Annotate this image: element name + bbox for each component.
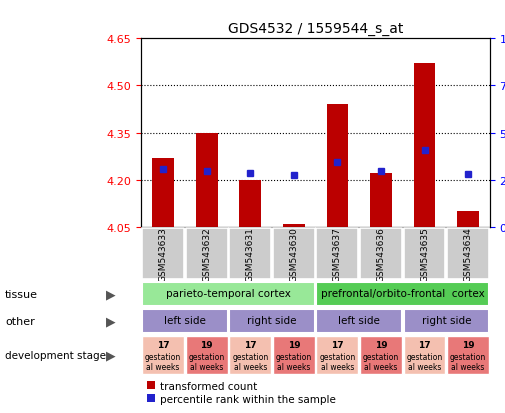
Text: GSM543632: GSM543632: [202, 227, 211, 281]
Text: al weeks: al weeks: [321, 362, 354, 371]
Text: al weeks: al weeks: [277, 362, 311, 371]
Text: other: other: [5, 316, 35, 326]
Bar: [186, 336, 228, 375]
Text: 17: 17: [244, 340, 257, 349]
Text: 19: 19: [462, 340, 474, 349]
Legend: transformed count, percentile rank within the sample: transformed count, percentile rank withi…: [146, 381, 336, 404]
Bar: [229, 336, 271, 375]
Text: left side: left side: [338, 316, 380, 325]
Text: al weeks: al weeks: [408, 362, 441, 371]
Text: GSM543636: GSM543636: [376, 227, 385, 281]
Bar: [229, 228, 271, 280]
Text: al weeks: al weeks: [146, 362, 180, 371]
Text: 17: 17: [418, 340, 431, 349]
Bar: [186, 228, 228, 280]
Bar: [239, 180, 261, 227]
Bar: [317, 228, 359, 280]
Text: gestation: gestation: [188, 352, 225, 361]
Bar: [403, 336, 445, 375]
Bar: [273, 228, 315, 280]
Bar: [447, 228, 489, 280]
Bar: [370, 174, 392, 227]
Text: GSM543633: GSM543633: [159, 227, 168, 281]
Text: parieto-temporal cortex: parieto-temporal cortex: [166, 289, 291, 299]
Text: ▶: ▶: [106, 349, 116, 362]
Text: 19: 19: [375, 340, 387, 349]
Bar: [196, 133, 218, 227]
Text: gestation: gestation: [319, 352, 356, 361]
Text: 17: 17: [157, 340, 170, 349]
Text: right side: right side: [422, 316, 471, 325]
Text: al weeks: al weeks: [190, 362, 223, 371]
Text: right side: right side: [247, 316, 297, 325]
Title: GDS4532 / 1559544_s_at: GDS4532 / 1559544_s_at: [228, 21, 403, 36]
Text: ▶: ▶: [106, 288, 116, 301]
Bar: [142, 282, 315, 306]
Text: 19: 19: [287, 340, 300, 349]
Text: left side: left side: [164, 316, 206, 325]
Text: development stage: development stage: [5, 350, 106, 360]
Bar: [327, 105, 348, 227]
Bar: [317, 336, 359, 375]
Text: gestation: gestation: [363, 352, 399, 361]
Text: GSM543637: GSM543637: [333, 227, 342, 281]
Text: GSM543634: GSM543634: [464, 227, 473, 281]
Text: GSM543635: GSM543635: [420, 227, 429, 281]
Bar: [317, 282, 489, 306]
Bar: [447, 336, 489, 375]
Bar: [360, 336, 402, 375]
Bar: [414, 64, 435, 227]
Bar: [360, 228, 402, 280]
Bar: [142, 336, 184, 375]
Bar: [142, 228, 184, 280]
Text: 19: 19: [200, 340, 213, 349]
Bar: [457, 211, 479, 227]
Bar: [273, 336, 315, 375]
Bar: [403, 228, 445, 280]
Text: gestation: gestation: [407, 352, 443, 361]
Bar: [283, 224, 305, 227]
Text: GSM543631: GSM543631: [246, 227, 255, 281]
Bar: [142, 309, 228, 333]
Text: al weeks: al weeks: [234, 362, 267, 371]
Text: gestation: gestation: [450, 352, 486, 361]
Bar: [153, 158, 174, 227]
Text: al weeks: al weeks: [364, 362, 397, 371]
Bar: [403, 309, 489, 333]
Text: gestation: gestation: [276, 352, 312, 361]
Text: GSM543630: GSM543630: [289, 227, 298, 281]
Bar: [317, 309, 402, 333]
Text: al weeks: al weeks: [451, 362, 485, 371]
Text: gestation: gestation: [232, 352, 269, 361]
Text: ▶: ▶: [106, 315, 116, 328]
Text: tissue: tissue: [5, 289, 38, 299]
Text: gestation: gestation: [145, 352, 181, 361]
Text: 17: 17: [331, 340, 344, 349]
Bar: [229, 309, 315, 333]
Text: prefrontal/orbito-frontal  cortex: prefrontal/orbito-frontal cortex: [321, 289, 485, 299]
